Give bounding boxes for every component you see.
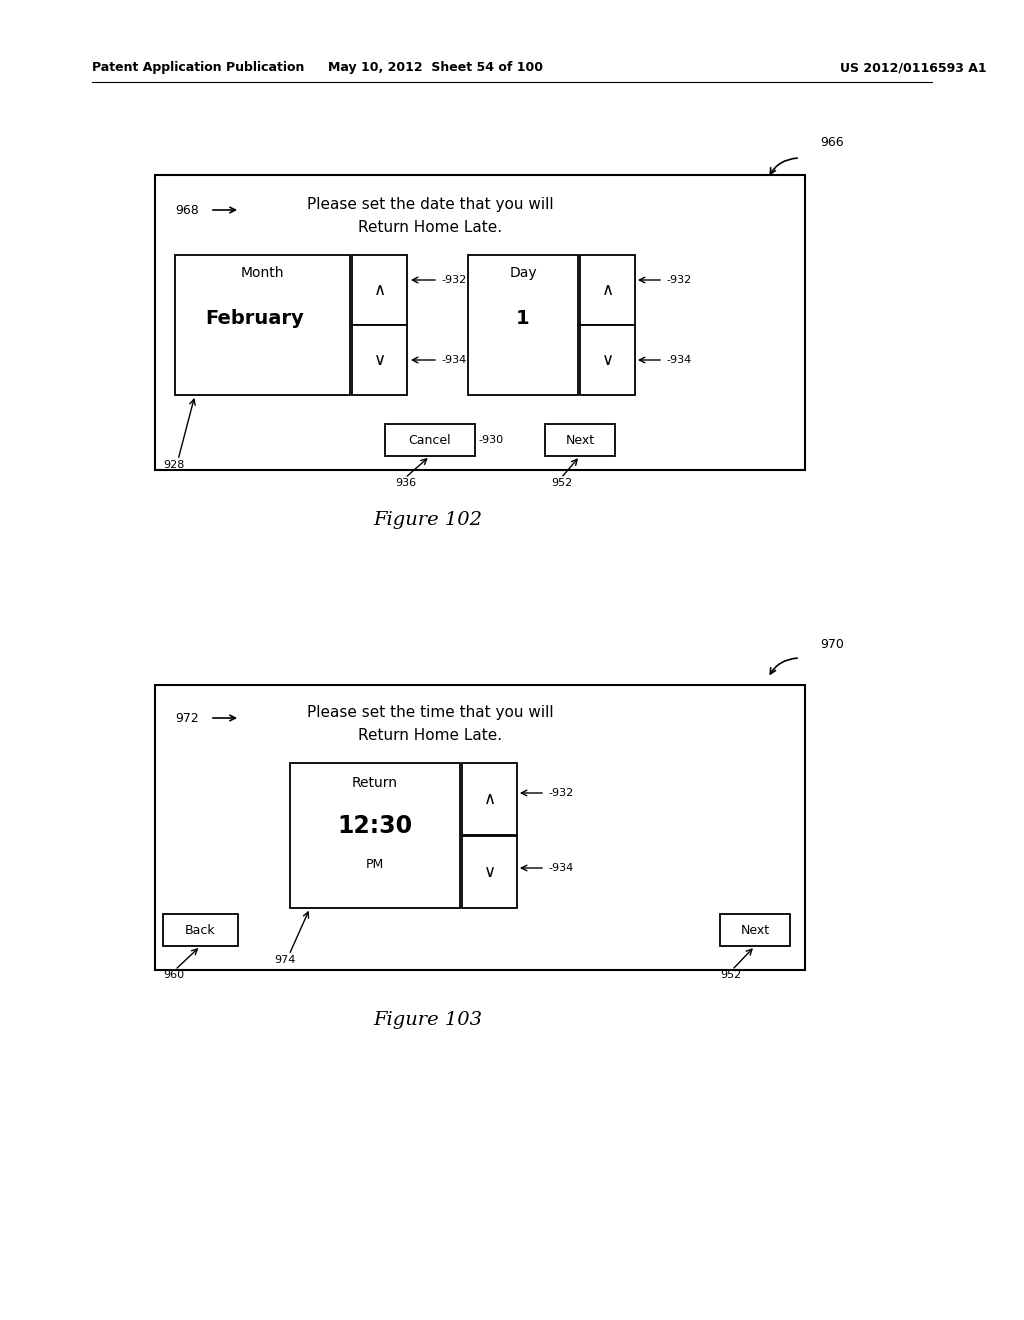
Text: PM: PM [366,858,384,871]
Text: Patent Application Publication: Patent Application Publication [92,62,304,74]
Text: Back: Back [184,924,215,936]
Bar [385,424,475,455]
Text: Figure 103: Figure 103 [374,1011,482,1030]
Text: -934: -934 [548,863,573,873]
Text: Please set the time that you will: Please set the time that you will [306,705,553,721]
Text: 968: 968 [175,203,199,216]
Text: ∧: ∧ [374,281,386,300]
Text: February: February [206,309,304,327]
Bar [352,255,407,325]
Bar [462,836,517,908]
Bar [155,685,805,970]
Bar [580,255,635,325]
Text: Day: Day [509,267,537,280]
Text: -934: -934 [666,355,691,366]
Bar [163,913,238,946]
Bar [290,763,460,908]
Bar [352,325,407,395]
Text: Figure 102: Figure 102 [374,511,482,529]
Text: 12:30: 12:30 [338,814,413,838]
Text: 966: 966 [820,136,844,149]
Text: ∨: ∨ [483,863,496,880]
Text: Cancel: Cancel [409,433,452,446]
Text: ∧: ∧ [601,281,613,300]
Text: Please set the date that you will: Please set the date that you will [306,198,553,213]
Text: 952: 952 [551,478,572,488]
Text: Next: Next [740,924,770,936]
Bar [468,255,578,395]
Bar [462,763,517,836]
Text: Month: Month [241,267,284,280]
Bar [720,913,790,946]
Text: 1: 1 [516,309,529,327]
Text: 952: 952 [720,970,741,979]
Text: -934: -934 [441,355,466,366]
Text: -932: -932 [666,275,691,285]
Text: 960: 960 [163,970,184,979]
Text: Return Home Late.: Return Home Late. [358,220,502,235]
Text: -932: -932 [441,275,466,285]
Text: May 10, 2012  Sheet 54 of 100: May 10, 2012 Sheet 54 of 100 [328,62,543,74]
Text: -930: -930 [478,436,503,445]
Bar [580,325,635,395]
Text: 970: 970 [820,639,844,652]
Text: US 2012/0116593 A1: US 2012/0116593 A1 [840,62,987,74]
Text: ∨: ∨ [601,351,613,370]
Bar [175,255,350,395]
Text: Next: Next [565,433,595,446]
Text: 974: 974 [274,954,295,965]
Bar [545,424,615,455]
Text: ∧: ∧ [483,789,496,808]
Text: Return Home Late.: Return Home Late. [358,729,502,743]
Text: 928: 928 [163,459,184,470]
Text: 936: 936 [395,478,416,488]
Bar [155,176,805,470]
Text: 972: 972 [175,711,199,725]
Text: ∨: ∨ [374,351,386,370]
Text: -932: -932 [548,788,573,799]
Text: Return: Return [352,776,398,789]
